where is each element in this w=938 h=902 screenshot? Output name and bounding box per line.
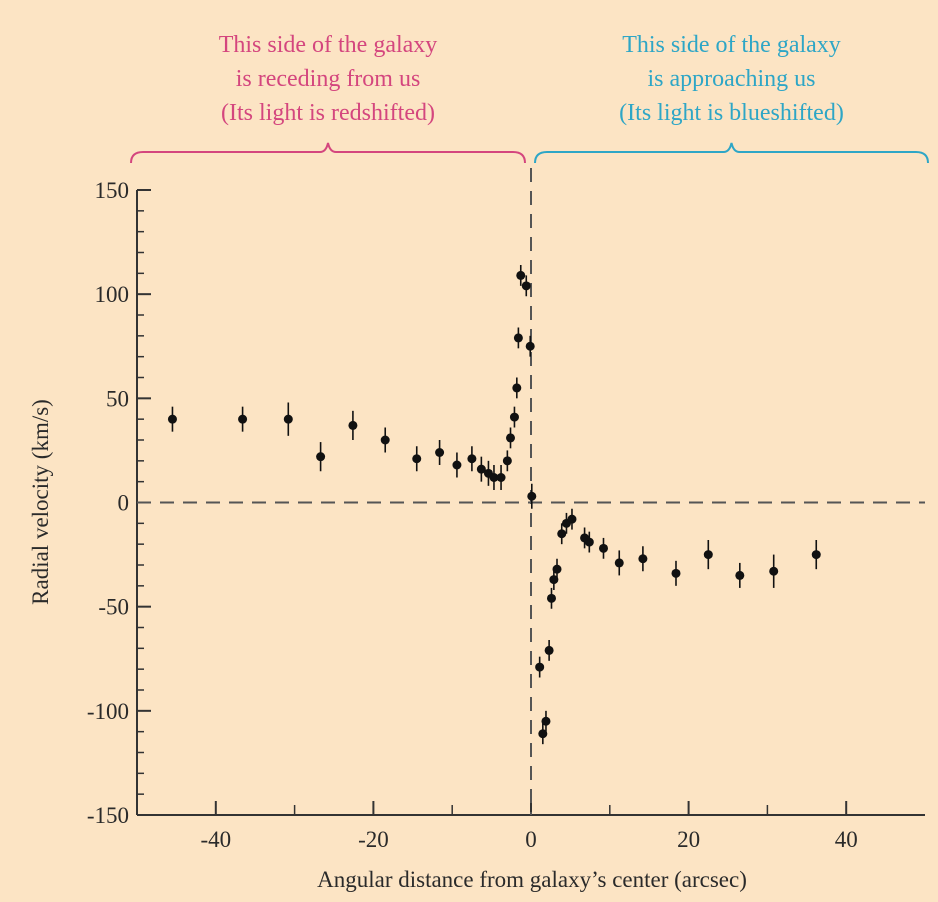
x-tick-label: -40 — [200, 827, 231, 852]
x-tick-label: -20 — [358, 827, 389, 852]
data-point — [283, 414, 293, 424]
data-point — [380, 435, 390, 445]
y-tick-label: 100 — [95, 282, 130, 307]
data-point — [525, 341, 535, 351]
data-point — [467, 454, 477, 464]
data-point — [671, 568, 681, 578]
data-point — [598, 543, 608, 553]
data-point — [509, 412, 519, 422]
annotation-text: is receding from us — [236, 66, 421, 92]
annotation-text: (Its light is blueshifted) — [619, 100, 844, 126]
data-point — [638, 554, 648, 564]
data-point — [167, 414, 177, 424]
data-point — [506, 433, 516, 443]
y-tick-label: 150 — [95, 178, 130, 203]
x-tick-label: 20 — [677, 827, 700, 852]
data-point — [496, 473, 506, 482]
data-point — [541, 716, 551, 726]
data-point — [811, 550, 821, 560]
data-point — [567, 514, 577, 524]
data-point — [584, 537, 594, 547]
data-point — [238, 414, 248, 424]
data-point — [435, 448, 445, 457]
data-point — [348, 420, 358, 430]
data-point — [544, 645, 554, 655]
y-axis-label: Radial velocity (km/s) — [28, 399, 53, 605]
data-point — [557, 529, 567, 539]
data-point — [412, 454, 422, 464]
y-tick-label: -150 — [87, 803, 129, 828]
data-point — [316, 452, 326, 462]
x-axis-label: Angular distance from galaxy’s center (a… — [317, 867, 747, 892]
y-tick-label: -50 — [98, 595, 129, 620]
data-point — [538, 729, 548, 739]
data-point — [535, 662, 545, 672]
bracket — [130, 142, 526, 164]
data-point — [735, 570, 745, 580]
x-tick-label: 0 — [525, 827, 537, 852]
x-tick-label: 40 — [835, 827, 858, 852]
y-tick-label: -100 — [87, 699, 129, 724]
data-point — [512, 383, 522, 393]
y-tick-label: 50 — [106, 386, 129, 411]
data-point — [769, 566, 779, 576]
annotation-text: is approaching us — [648, 66, 816, 92]
data-point — [552, 564, 562, 574]
data-point — [549, 575, 559, 585]
data-point — [513, 333, 523, 343]
data-point — [476, 464, 486, 474]
bracket — [534, 142, 929, 164]
data-point — [521, 281, 531, 291]
y-tick-label: 0 — [118, 491, 130, 516]
annotation-text: (Its light is redshifted) — [221, 100, 435, 126]
annotation-text: This side of the galaxy — [622, 32, 841, 58]
data-point — [703, 550, 713, 560]
annotation-text: This side of the galaxy — [219, 32, 438, 58]
data-point — [516, 270, 526, 280]
data-point — [489, 473, 499, 482]
data-point — [452, 460, 462, 470]
data-point — [546, 593, 556, 603]
data-point — [527, 491, 537, 501]
data-point — [502, 456, 512, 466]
data-point — [614, 558, 624, 568]
